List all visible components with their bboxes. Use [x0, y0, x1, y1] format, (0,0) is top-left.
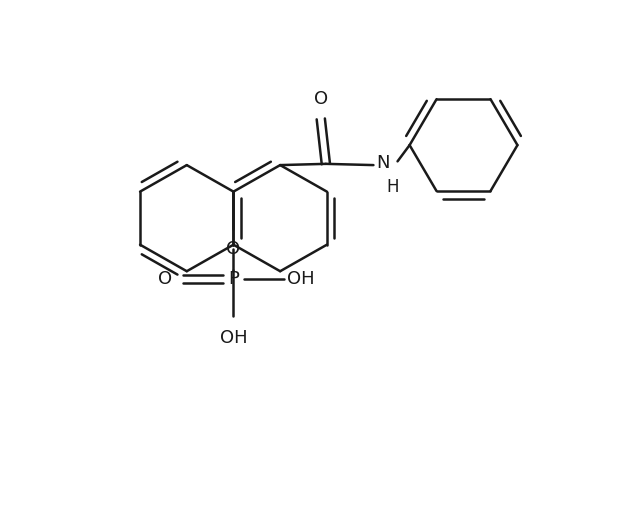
Text: O: O: [227, 240, 241, 258]
Text: OH: OH: [287, 270, 315, 288]
Text: O: O: [314, 90, 328, 108]
Text: P: P: [228, 270, 239, 288]
Text: O: O: [158, 270, 172, 288]
Text: H: H: [387, 178, 399, 195]
Text: N: N: [376, 154, 390, 172]
Text: OH: OH: [220, 329, 247, 347]
